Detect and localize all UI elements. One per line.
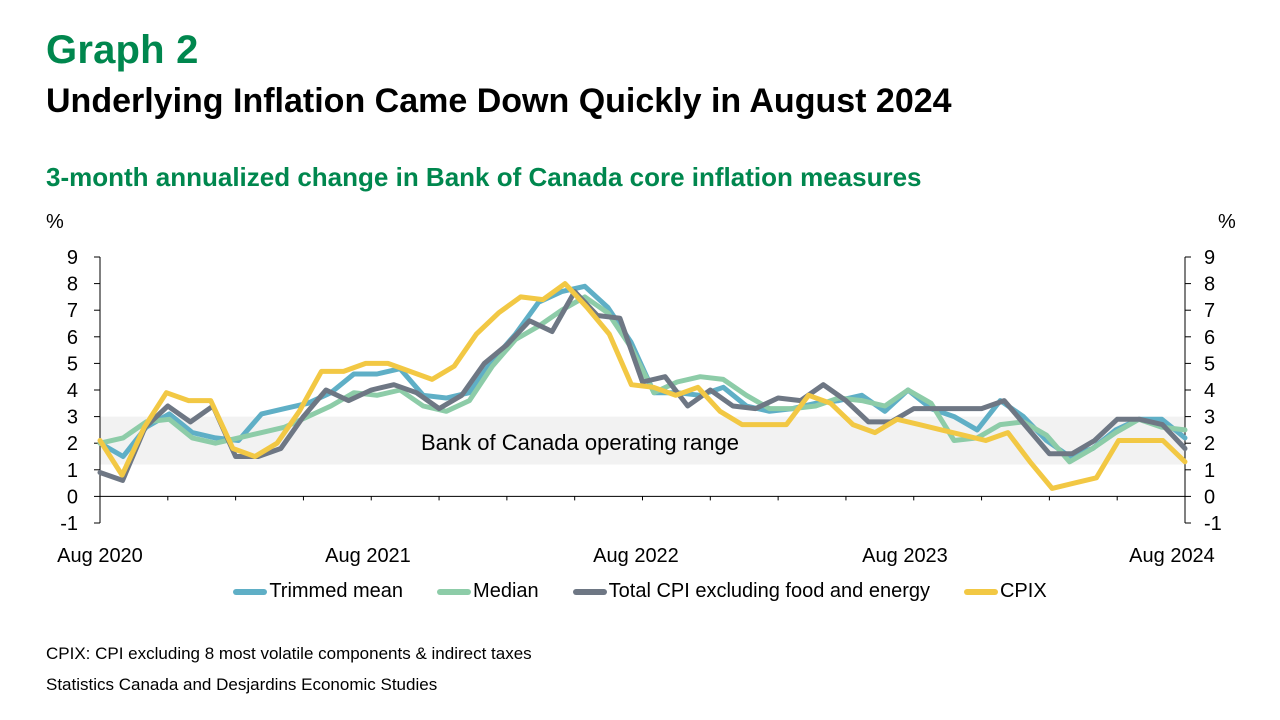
y-tick-label-right: -1 (1204, 513, 1222, 535)
footnote: CPIX: CPI excluding 8 most volatile comp… (46, 644, 532, 663)
legend-label-cpix: CPIX (999, 580, 1047, 602)
y-tick-label-left: 8 (67, 274, 78, 296)
series-lines (97, 281, 1188, 491)
x-tick-label: Aug 2024 (1129, 545, 1215, 567)
legend-item-trimmed-mean: Trimmed mean (233, 580, 403, 603)
y-tick-label-left: 7 (67, 300, 78, 322)
page-title: Underlying Inflation Came Down Quickly i… (46, 82, 952, 120)
x-tick-label: Aug 2020 (57, 545, 143, 567)
legend-item-median: Median (437, 580, 539, 603)
y-tick-label-right: 1 (1204, 460, 1215, 482)
legend-label-median: Median (473, 580, 539, 602)
legend-swatch-trimmed-mean (233, 588, 268, 595)
y-tick-label-left: 6 (67, 327, 78, 349)
x-tick-label: Aug 2023 (862, 545, 948, 567)
x-tick-label: Aug 2021 (325, 545, 411, 567)
series-line-core-cpi (97, 289, 1188, 483)
source-note: Statistics Canada and Desjardins Economi… (46, 675, 438, 694)
y-tick-label-left: 5 (67, 353, 78, 375)
y-axis-unit-right: % (1218, 211, 1236, 233)
y-tick-label-right: 7 (1204, 300, 1215, 322)
legend-item-cpix: CPIX (963, 580, 1047, 603)
legend-swatch-cpix (963, 588, 998, 595)
chart-subtitle: 3-month annualized change in Bank of Can… (46, 162, 922, 192)
y-tick-label-right: 9 (1204, 247, 1215, 269)
y-tick-label-left: 9 (67, 247, 78, 269)
y-tick-label-right: 0 (1204, 486, 1215, 508)
y-tick-label-right: 4 (1204, 380, 1215, 402)
y-tick-label-left: 1 (67, 460, 78, 482)
y-tick-label-left: 0 (67, 486, 78, 508)
y-tick-label-right: 2 (1204, 433, 1215, 455)
legend-swatch-median (437, 588, 472, 595)
x-tick-label: Aug 2022 (593, 545, 679, 567)
y-tick-label-right: 3 (1204, 407, 1215, 429)
y-tick-label-right: 5 (1204, 353, 1215, 375)
series-line-cpix (97, 281, 1188, 491)
y-tick-label-right: 8 (1204, 274, 1215, 296)
y-tick-label-left: 2 (67, 433, 78, 455)
legend: Trimmed mean Median Total CPI excluding … (0, 580, 1280, 603)
legend-swatch-core-cpi (572, 588, 607, 595)
line-chart: Bank of Canada operating range -1 -1 0 0 1 1 2… (46, 211, 1236, 567)
legend-label-trimmed-mean: Trimmed mean (269, 580, 404, 602)
legend-item-core-cpi: Total CPI excluding food and energy (572, 580, 930, 603)
operating-range-label: Bank of Canada operating range (421, 430, 739, 455)
y-tick-label-right: 6 (1204, 327, 1215, 349)
legend-label-core-cpi: Total CPI excluding food and energy (608, 580, 930, 602)
y-axis-unit-left: % (46, 211, 64, 233)
y-tick-label-left: -1 (60, 513, 78, 535)
y-tick-label-left: 4 (67, 380, 78, 402)
y-tick-label-left: 3 (67, 407, 78, 429)
series-line-median (97, 294, 1188, 465)
graph-number: Graph 2 (46, 28, 199, 72)
axes: -1 -1 0 0 1 1 2 2 3 3 4 4 5 5 6 6 7 7 8 8 9 9 Aug 2020 Aug 2021… (57, 247, 1222, 567)
